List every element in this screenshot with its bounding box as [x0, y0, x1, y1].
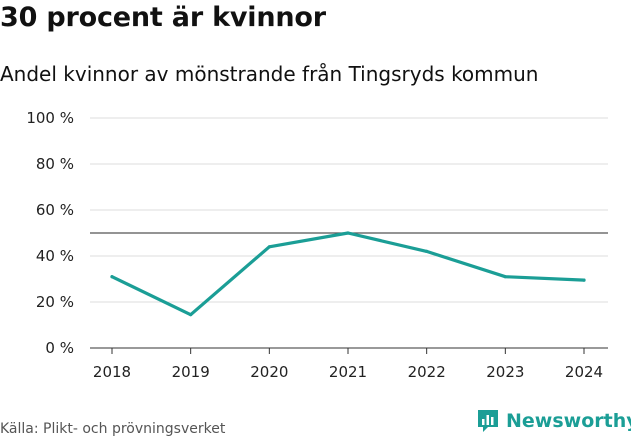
data-point	[267, 245, 271, 249]
x-tick-label: 2019	[172, 363, 210, 381]
x-tick-labels: 2018 2019 2020 2021 2022 2023 2024	[93, 363, 603, 381]
y-tick-label: 100 %	[26, 109, 74, 127]
y-tick-label: 60 %	[36, 201, 74, 219]
x-tick-label: 2022	[408, 363, 446, 381]
y-tick-label: 40 %	[36, 247, 74, 265]
x-tick-label: 2018	[93, 363, 131, 381]
y-tick-label: 0 %	[45, 339, 74, 357]
brand-name: Newsworthy	[506, 410, 631, 432]
bar-chart-logo-icon	[478, 410, 498, 432]
grid-lines	[90, 117, 608, 303]
data-point	[110, 275, 114, 279]
x-tick-label: 2021	[329, 363, 367, 381]
data-point	[425, 249, 429, 253]
y-tick-labels: 0 % 20 % 40 % 60 % 80 % 100 %	[26, 109, 74, 357]
brand-logo: Newsworthy	[476, 407, 631, 435]
x-tick-label: 2020	[250, 363, 288, 381]
y-tick-label: 80 %	[36, 155, 74, 173]
data-point	[503, 275, 507, 279]
x-tick-label: 2023	[486, 363, 524, 381]
axes	[90, 347, 608, 354]
x-tick-label: 2024	[565, 363, 603, 381]
line-chart: 0 % 20 % 40 % 60 % 80 % 100 % 2018 2019 2020 202…	[26, 109, 608, 381]
series-group	[110, 231, 586, 317]
chart-title: 30 procent är kvinnor	[0, 2, 326, 33]
data-point	[189, 313, 193, 317]
source-note: Källa: Plikt- och prövningsverket	[0, 421, 226, 437]
data-point	[582, 278, 586, 282]
chart-subtitle: Andel kvinnor av mönstrande från Tingsry…	[0, 62, 539, 86]
y-tick-label: 20 %	[36, 293, 74, 311]
data-point	[346, 231, 350, 235]
